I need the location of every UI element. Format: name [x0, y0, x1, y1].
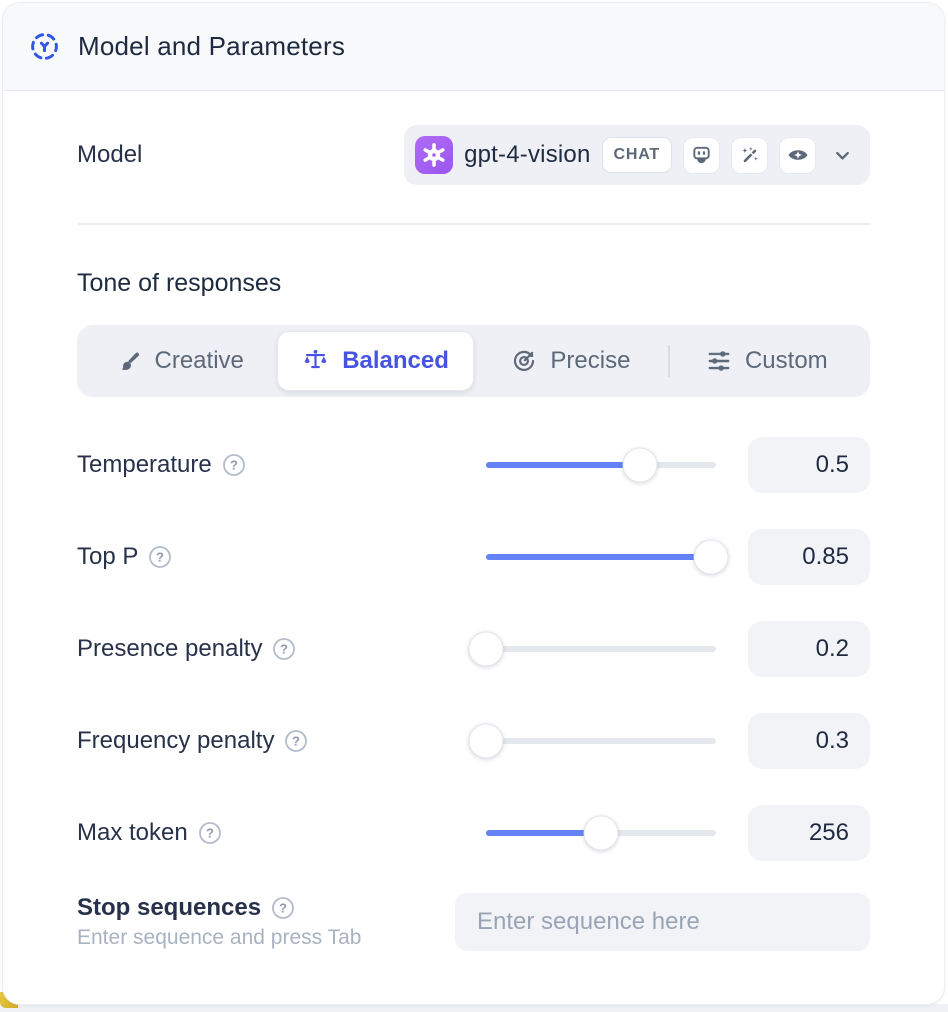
- temperature-label: Temperature: [77, 450, 212, 478]
- temperature-row: Temperature ? 0.5: [77, 419, 870, 511]
- paintbrush-icon: [117, 348, 142, 373]
- robot-icon: [683, 136, 720, 174]
- svg-text:?: ?: [279, 900, 287, 915]
- svg-text:?: ?: [280, 641, 288, 656]
- model-select-dropdown[interactable]: gpt-4-vision CHAT: [404, 125, 870, 185]
- stop-sequence-input[interactable]: [455, 892, 870, 951]
- panel-title: Model and Parameters: [78, 31, 346, 61]
- slider-thumb[interactable]: [468, 631, 504, 666]
- help-icon[interactable]: ?: [272, 637, 296, 661]
- temperature-value[interactable]: 0.5: [748, 436, 870, 493]
- parameter-sliders: Temperature ? 0.5 Top P: [77, 419, 870, 879]
- presence-penalty-value[interactable]: 0.2: [748, 620, 870, 677]
- tone-segmented-control: Creative Balanced: [77, 324, 870, 397]
- slider-thumb[interactable]: [622, 447, 658, 482]
- max-token-label: Max token: [77, 818, 188, 846]
- slider-thumb[interactable]: [693, 539, 729, 574]
- model-hub-icon: [29, 31, 60, 62]
- tone-option-label: Creative: [154, 346, 244, 374]
- help-icon[interactable]: ?: [284, 729, 308, 753]
- max-token-slider[interactable]: [486, 815, 716, 850]
- presence-penalty-slider[interactable]: [468, 631, 716, 666]
- help-icon[interactable]: ?: [222, 453, 246, 477]
- stop-sequences-label: Stop sequences: [77, 893, 262, 921]
- tone-heading: Tone of responses: [77, 268, 282, 297]
- stop-sequences-helper: Enter sequence and press Tab: [77, 925, 362, 949]
- slider-fill: [486, 829, 601, 836]
- scales-icon: [302, 347, 329, 374]
- tone-option-label: Balanced: [342, 346, 449, 374]
- frequency-penalty-slider[interactable]: [468, 723, 716, 758]
- temperature-slider[interactable]: [486, 447, 716, 482]
- model-type-badge: CHAT: [601, 137, 672, 173]
- help-icon[interactable]: ?: [198, 821, 222, 845]
- frequency-penalty-row: Frequency penalty ? 0.3: [77, 695, 870, 787]
- slider-thumb[interactable]: [583, 815, 619, 850]
- model-row: Model gpt-4-vi: [77, 125, 870, 185]
- max-token-row: Max token ? 256: [77, 787, 870, 879]
- target-icon: [511, 348, 537, 374]
- segment-divider: [668, 344, 670, 377]
- openai-logo-icon: [415, 136, 454, 174]
- top-p-value[interactable]: 0.85: [748, 528, 870, 585]
- tone-option-label: Custom: [744, 346, 828, 374]
- frequency-penalty-label: Frequency penalty: [77, 726, 275, 754]
- tone-option-custom[interactable]: Custom: [670, 331, 864, 391]
- vision-eye-icon: [779, 136, 816, 174]
- selected-model-name: gpt-4-vision: [464, 141, 591, 168]
- stop-sequences-row: Stop sequences ? Enter sequence and pres…: [77, 892, 870, 951]
- slider-fill: [486, 461, 641, 468]
- svg-text:?: ?: [230, 457, 238, 472]
- max-token-value[interactable]: 256: [748, 804, 870, 861]
- tone-option-label: Precise: [550, 346, 631, 374]
- model-label: Model: [77, 141, 143, 168]
- chevron-down-icon: [831, 144, 854, 167]
- svg-text:?: ?: [206, 825, 214, 840]
- frequency-penalty-value[interactable]: 0.3: [748, 712, 870, 769]
- help-icon[interactable]: ?: [271, 896, 295, 920]
- help-icon[interactable]: ?: [148, 545, 172, 569]
- background-strip: [0, 1004, 948, 1012]
- section-divider: [77, 223, 870, 225]
- tone-option-balanced[interactable]: Balanced: [277, 330, 474, 391]
- svg-text:?: ?: [292, 733, 300, 748]
- top-p-slider[interactable]: [486, 539, 729, 574]
- top-p-row: Top P ? 0.85: [77, 511, 870, 603]
- tone-option-creative[interactable]: Creative: [83, 331, 277, 391]
- sliders-icon: [706, 348, 732, 374]
- slider-thumb[interactable]: [468, 723, 504, 758]
- slider-fill: [486, 553, 712, 560]
- top-p-label: Top P: [77, 542, 139, 570]
- magic-wand-icon: [731, 136, 768, 174]
- presence-penalty-row: Presence penalty ? 0.2: [77, 603, 870, 695]
- presence-penalty-label: Presence penalty: [77, 634, 263, 662]
- panel-header: Model and Parameters: [3, 3, 944, 91]
- tone-option-precise[interactable]: Precise: [474, 331, 668, 391]
- svg-text:?: ?: [156, 549, 164, 564]
